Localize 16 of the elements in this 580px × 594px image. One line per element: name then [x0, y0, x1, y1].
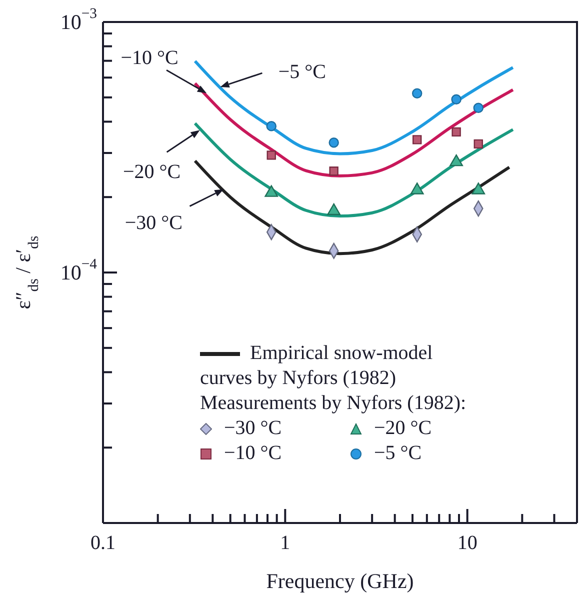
y-tick-label: 10$^{−3}$	[60, 6, 97, 34]
annotation: −20 °C	[123, 161, 181, 184]
x-axis-title: Frequency (GHz)	[266, 569, 414, 593]
legend-title: Measurements by Nyfors (1982):	[200, 391, 468, 416]
annotation: −10 °C	[120, 47, 178, 70]
y-tick-label: 10$^{−4}$	[60, 256, 98, 284]
legend-label: −10 °C	[224, 442, 282, 464]
x-tick-label: 1	[280, 532, 290, 554]
annotation: Empirical snow-model curves by Nyfors (1982)	[200, 342, 433, 389]
legend-label: −30 °C	[224, 417, 282, 439]
legend-label: −5 °C	[374, 442, 422, 464]
annotation: −30 °C	[124, 212, 183, 234]
legend-label: −20 °C	[374, 417, 432, 439]
annotation: −5 °C	[278, 61, 326, 84]
x-tick-label: 10	[457, 532, 478, 554]
x-tick-label: 0.1	[90, 532, 116, 554]
